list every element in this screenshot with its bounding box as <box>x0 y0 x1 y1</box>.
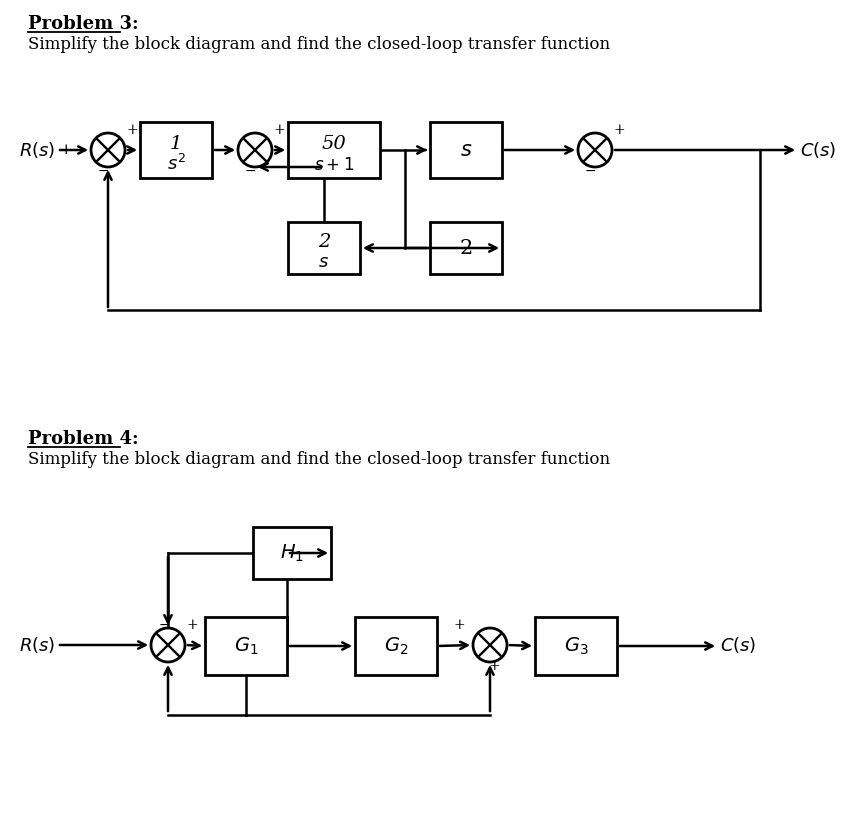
Circle shape <box>91 133 125 167</box>
Text: $s+1$: $s+1$ <box>314 156 354 174</box>
Bar <box>140 122 212 178</box>
Text: $G_3$: $G_3$ <box>564 636 588 656</box>
Text: $s$: $s$ <box>319 253 329 271</box>
Text: −: − <box>97 164 109 178</box>
Bar <box>355 617 437 675</box>
Text: $G_2$: $G_2$ <box>384 636 408 656</box>
Text: $C(s)$: $C(s)$ <box>800 140 836 160</box>
Text: +: + <box>453 618 465 632</box>
Text: $H_1$: $H_1$ <box>280 543 304 563</box>
Bar <box>253 527 331 579</box>
Bar <box>430 222 502 274</box>
Text: +: + <box>488 659 500 673</box>
Bar <box>430 122 502 178</box>
Text: +: + <box>187 618 199 632</box>
Circle shape <box>151 628 185 662</box>
Text: Problem 3:: Problem 3: <box>28 15 139 33</box>
Circle shape <box>578 133 612 167</box>
Text: $C(s)$: $C(s)$ <box>720 635 757 655</box>
Text: −: − <box>584 164 596 178</box>
Circle shape <box>238 133 272 167</box>
Bar <box>205 617 287 675</box>
Text: 50: 50 <box>321 135 346 153</box>
Text: 1: 1 <box>170 135 183 153</box>
Text: $R(s)$: $R(s)$ <box>19 635 55 655</box>
Text: Problem 4:: Problem 4: <box>28 430 139 448</box>
Text: +: + <box>274 123 285 137</box>
Text: $R(s)$: $R(s)$ <box>19 140 55 160</box>
Text: +: + <box>614 123 626 137</box>
Text: $G_1$: $G_1$ <box>234 636 258 656</box>
Text: Simplify the block diagram and find the closed-loop transfer function: Simplify the block diagram and find the … <box>28 451 610 468</box>
Text: −: − <box>159 618 170 632</box>
Text: −: − <box>244 164 255 178</box>
Text: $s^2$: $s^2$ <box>166 154 185 174</box>
Bar <box>288 122 380 178</box>
Text: $s$: $s$ <box>460 140 472 160</box>
Text: Simplify the block diagram and find the closed-loop transfer function: Simplify the block diagram and find the … <box>28 36 610 53</box>
Text: 2: 2 <box>318 233 330 251</box>
Circle shape <box>473 628 507 662</box>
Text: +: + <box>55 143 73 157</box>
Bar <box>535 617 617 675</box>
Text: 2: 2 <box>459 238 472 258</box>
Bar <box>288 222 360 274</box>
Text: +: + <box>127 123 139 137</box>
